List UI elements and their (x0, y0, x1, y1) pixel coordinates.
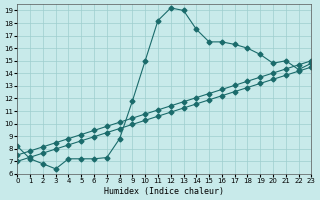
X-axis label: Humidex (Indice chaleur): Humidex (Indice chaleur) (104, 187, 224, 196)
